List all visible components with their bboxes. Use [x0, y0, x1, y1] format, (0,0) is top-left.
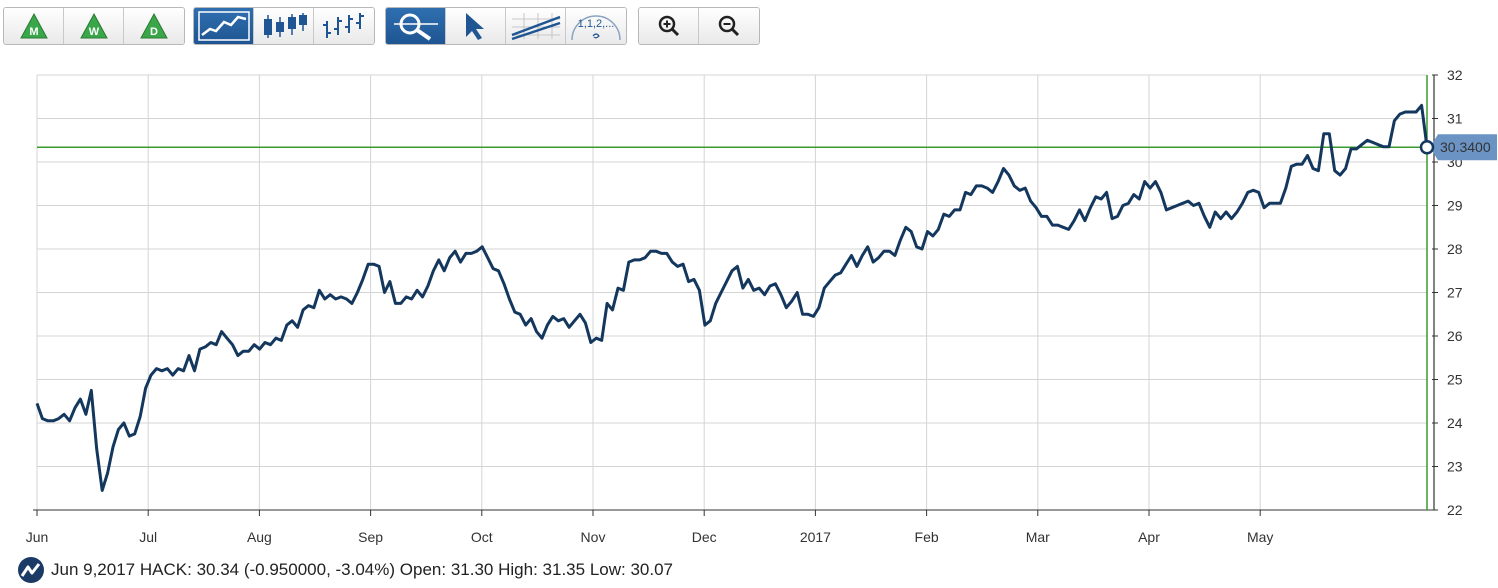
daily-button[interactable]: D — [124, 8, 184, 44]
quote-close: 30.34 — [196, 560, 240, 579]
x-tick-label: Feb — [915, 529, 939, 545]
y-tick-label: 29 — [1447, 198, 1463, 214]
pointer-button[interactable] — [446, 8, 506, 44]
x-tick-label: Jul — [139, 529, 157, 545]
y-tick-label: 26 — [1447, 328, 1463, 344]
zoom-area-button[interactable] — [386, 8, 446, 44]
brand-logo-icon — [18, 557, 44, 583]
ohlc-bar-icon — [323, 13, 364, 38]
quote-low: 30.07 — [630, 560, 674, 579]
chart-grid — [36, 74, 1427, 511]
x-tick-label: Sep — [358, 529, 383, 545]
fibonacci-button[interactable]: 1,1,2,... — [566, 8, 626, 44]
pointer-icon — [465, 13, 484, 40]
zoom-button-group — [638, 7, 760, 45]
x-tick-label: 2017 — [800, 529, 831, 545]
trendline-icon — [511, 13, 560, 41]
fibonacci-label: 1,1,2,... — [578, 18, 615, 30]
quote-open-label: Open: — [399, 560, 447, 579]
quote-summary: Jun 9,2017 HACK: 30.34 (-0.950000, -3.04… — [17, 555, 673, 585]
candlestick-icon — [263, 13, 307, 38]
x-tick-label: May — [1247, 529, 1273, 545]
y-tick-label: 31 — [1447, 111, 1463, 127]
zoom-out-button[interactable] — [699, 8, 759, 44]
y-tick-label: 28 — [1447, 241, 1463, 257]
quote-open: 31.30 — [450, 560, 494, 579]
fibonacci-icon: 1,1,2,... — [571, 15, 621, 41]
weekly-triangle-icon: W — [79, 12, 108, 39]
current-value-marker[interactable] — [1419, 139, 1435, 155]
monthly-triangle-icon: M — [19, 12, 48, 39]
x-tick-label: Jun — [26, 529, 49, 545]
quote-high: 31.35 — [542, 560, 586, 579]
quote-high-label: High: — [498, 560, 538, 579]
ohlc-bar-button[interactable] — [314, 8, 374, 44]
y-tick-label: 32 — [1447, 67, 1463, 83]
period-letter: W — [88, 26, 99, 38]
x-axis-labels: Jun Jul Aug Sep Oct Nov Dec 2017 Feb Mar Apr May — [26, 509, 1434, 545]
x-tick-label: Aug — [247, 529, 272, 545]
y-tick-label: 24 — [1447, 415, 1463, 431]
period-letter: D — [150, 26, 158, 38]
line-chart-button[interactable] — [194, 8, 254, 44]
tools-button-group: 1,1,2,... — [385, 7, 627, 45]
quote-low-label: Low: — [589, 560, 626, 579]
x-tick-label: Dec — [692, 529, 717, 545]
zoom-in-icon — [658, 15, 679, 37]
trendline-button[interactable] — [506, 8, 566, 44]
monthly-button[interactable]: M — [4, 8, 64, 44]
weekly-button[interactable]: W — [64, 8, 124, 44]
quote-ticker: HACK — [139, 560, 188, 579]
price-series-line — [35, 103, 1429, 492]
quote-change: (-0.950000, -3.04%) — [243, 560, 396, 579]
period-letter: M — [29, 26, 38, 38]
chart-type-button-group — [193, 7, 375, 45]
current-value-label: 30.3400 — [1440, 139, 1491, 155]
zoom-in-button[interactable] — [639, 8, 699, 44]
x-tick-label: Mar — [1026, 529, 1050, 545]
x-tick-label: Nov — [581, 529, 606, 545]
y-tick-label: 23 — [1447, 459, 1463, 475]
x-tick-label: Apr — [1138, 529, 1160, 545]
candlestick-button[interactable] — [254, 8, 314, 44]
zoom-out-icon — [718, 15, 740, 37]
x-tick-label: Oct — [471, 529, 493, 545]
y-tick-label: 22 — [1447, 502, 1463, 518]
y-tick-label: 27 — [1447, 285, 1463, 301]
period-button-group: M W D — [3, 7, 185, 45]
current-value-badge: 30.3400 — [1430, 134, 1497, 161]
current-value-badge-shape — [1430, 134, 1497, 161]
quote-date: Jun 9,2017 — [51, 560, 136, 579]
line-chart-icon — [197, 11, 250, 41]
y-tick-label: 25 — [1447, 372, 1463, 388]
zoom-area-icon — [393, 13, 438, 41]
daily-triangle-icon: D — [140, 12, 168, 39]
